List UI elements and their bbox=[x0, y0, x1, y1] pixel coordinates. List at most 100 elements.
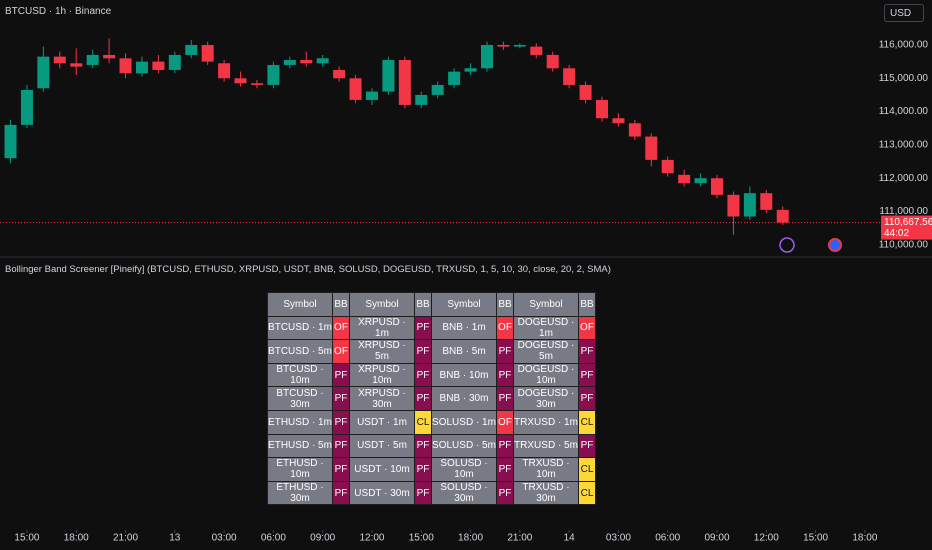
symbol-cell: BTCUSD · 1m bbox=[267, 315, 333, 341]
bb-cell: BB bbox=[414, 292, 432, 317]
candle-body bbox=[250, 83, 263, 85]
bb-cell: CL bbox=[578, 457, 596, 482]
candle-body bbox=[645, 136, 658, 160]
candle-body bbox=[480, 44, 493, 69]
candle-body bbox=[103, 54, 116, 59]
table-row: ETHUSD · 30m PF USDT · 30m PF SOLUSD · 30m PF… bbox=[267, 480, 596, 506]
symbol-cell: Symbol bbox=[431, 292, 497, 317]
candle-body bbox=[530, 46, 543, 55]
symbol-cell: ETHUSD · 5m bbox=[267, 433, 333, 459]
bb-cell: CL bbox=[578, 409, 596, 435]
symbol-cell: SOLUSD · 1m bbox=[431, 409, 497, 435]
candle-body bbox=[579, 84, 592, 100]
candle-body bbox=[349, 78, 362, 100]
bb-cell: PF bbox=[414, 386, 432, 411]
last-price-label: 110,667.56 bbox=[884, 217, 932, 228]
candle-body bbox=[20, 89, 33, 125]
bb-cell: PF bbox=[414, 457, 432, 482]
x-tick-label: 15:00 bbox=[803, 533, 828, 544]
candle-body bbox=[678, 174, 691, 184]
x-tick-label: 12:00 bbox=[359, 533, 384, 544]
symbol-cell: USDT · 5m bbox=[349, 433, 415, 459]
candle-body bbox=[53, 56, 66, 64]
x-tick-label: 06:00 bbox=[655, 533, 680, 544]
bb-cell: PF bbox=[578, 433, 596, 459]
candle-body bbox=[431, 84, 444, 95]
symbol-cell: XRPUSD · 30m bbox=[349, 386, 415, 411]
table-row: ETHUSD · 5m PF USDT · 5m PF SOLUSD · 5m PF TRX… bbox=[267, 433, 596, 459]
bb-cell: BB bbox=[578, 292, 596, 317]
candle-body bbox=[448, 71, 461, 85]
x-tick-label: 03:00 bbox=[606, 533, 631, 544]
candle-body bbox=[283, 59, 296, 65]
y-tick-label: 111,000.00 bbox=[879, 206, 928, 217]
candle-body bbox=[119, 58, 132, 74]
table-row: BTCUSD · 1m OF XRPUSD · 1m PF BNB · 1m OF DOGE… bbox=[267, 315, 596, 341]
table-row: BTCUSD · 30m PF XRPUSD · 30m PF BNB · 30m PF D… bbox=[267, 386, 596, 411]
candle-body bbox=[267, 64, 280, 85]
bb-cell: PF bbox=[332, 409, 350, 435]
x-tick-label: 09:00 bbox=[704, 533, 729, 544]
bb-cell: PF bbox=[414, 480, 432, 506]
symbol-cell: BTCUSD · 10m bbox=[267, 362, 333, 388]
candle-body bbox=[201, 44, 214, 62]
bb-cell: PF bbox=[578, 339, 596, 364]
bb-cell: PF bbox=[332, 386, 350, 411]
candle-body bbox=[513, 44, 526, 47]
bb-cell: PF bbox=[578, 362, 596, 388]
candle-body bbox=[563, 68, 576, 85]
candle-body bbox=[628, 123, 641, 137]
symbol-cell: XRPUSD · 5m bbox=[349, 339, 415, 364]
symbol-cell: DOGEUSD · 30m bbox=[513, 386, 579, 411]
candle-body bbox=[464, 68, 477, 72]
x-tick-label: 14 bbox=[564, 533, 576, 544]
candle-body bbox=[727, 194, 740, 217]
flag-icon bbox=[828, 238, 842, 252]
symbol-cell: Symbol bbox=[267, 292, 333, 317]
bb-cell: PF bbox=[496, 362, 514, 388]
table-row: ETHUSD · 1m PF USDT · 1m CL SOLUSD · 1m OF TRX… bbox=[267, 409, 596, 435]
currency-button[interactable]: USD bbox=[884, 4, 924, 22]
candle-body bbox=[743, 193, 756, 217]
y-tick-label: 113,000.00 bbox=[879, 140, 929, 151]
bb-cell: OF bbox=[332, 339, 350, 364]
y-tick-label: 116,000.00 bbox=[879, 40, 929, 51]
candle-body bbox=[661, 159, 674, 174]
candle-body bbox=[776, 209, 789, 223]
y-tick-label: 114,000.00 bbox=[879, 106, 929, 117]
indicator-title: Bollinger Band Screener [Pineify] (BTCUS… bbox=[5, 264, 611, 275]
candle-body bbox=[694, 178, 707, 184]
x-tick-label: 15:00 bbox=[14, 533, 39, 544]
candle-body bbox=[37, 56, 50, 89]
x-tick-label: 18:00 bbox=[64, 533, 89, 544]
symbol-cell: TRXUSD · 10m bbox=[513, 457, 579, 482]
x-tick-label: 03:00 bbox=[212, 533, 237, 544]
symbol-cell: SOLUSD · 5m bbox=[431, 433, 497, 459]
bb-cell: OF bbox=[578, 315, 596, 341]
candle-body bbox=[135, 61, 148, 74]
symbol-cell: TRXUSD · 1m bbox=[513, 409, 579, 435]
candle-body bbox=[316, 58, 329, 64]
symbol-title: BTCUSD · 1h · Binance bbox=[5, 6, 112, 17]
x-tick-label: 21:00 bbox=[507, 533, 532, 544]
symbol-cell: BTCUSD · 5m bbox=[267, 339, 333, 364]
candle-body bbox=[415, 94, 428, 105]
x-tick-label: 09:00 bbox=[310, 533, 335, 544]
symbol-cell: ETHUSD · 1m bbox=[267, 409, 333, 435]
bb-cell: OF bbox=[496, 409, 514, 435]
symbol-cell: USDT · 10m bbox=[349, 457, 415, 482]
bb-cell: CL bbox=[578, 480, 596, 506]
candle-body bbox=[185, 44, 198, 55]
x-tick-label: 15:00 bbox=[409, 533, 434, 544]
table-row: Symbol BB Symbol BB Symbol BB Symbol BB bbox=[267, 292, 596, 317]
bb-cell: PF bbox=[332, 480, 350, 506]
symbol-cell: Symbol bbox=[349, 292, 415, 317]
x-tick-label: 18:00 bbox=[852, 533, 877, 544]
x-tick-label: 18:00 bbox=[458, 533, 483, 544]
x-tick-label: 21:00 bbox=[113, 533, 138, 544]
bb-cell: PF bbox=[332, 457, 350, 482]
candle-body bbox=[333, 69, 346, 79]
symbol-cell: ETHUSD · 30m bbox=[267, 480, 333, 506]
